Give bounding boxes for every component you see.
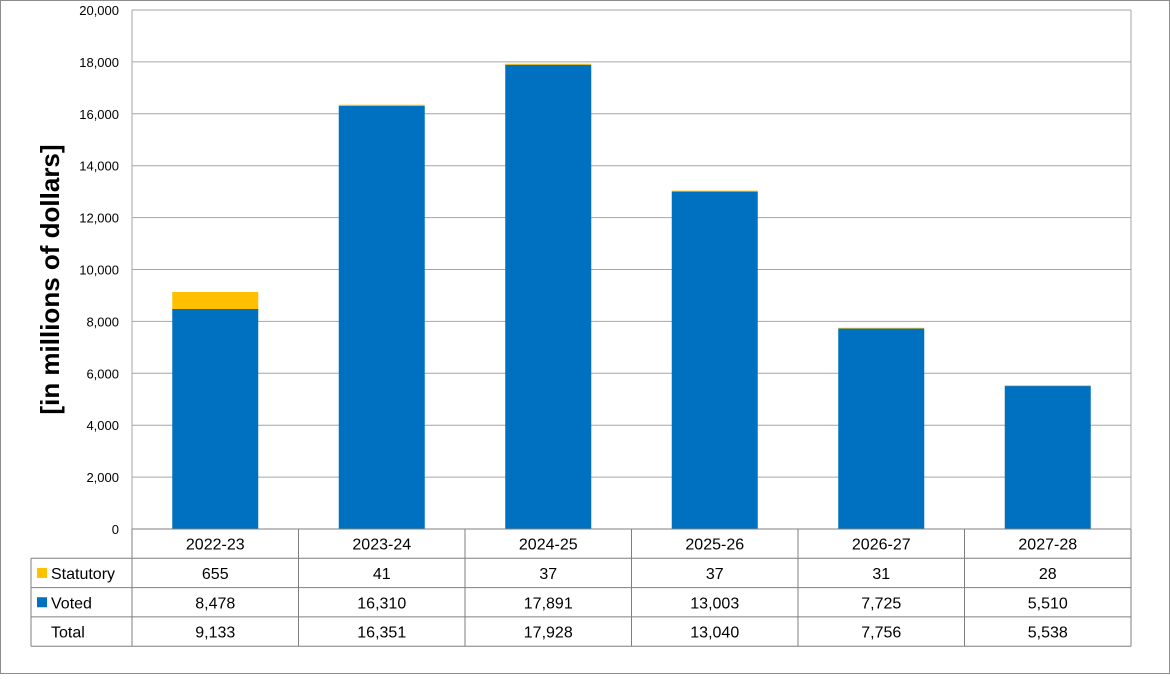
y-tick-label: 6,000 <box>86 366 119 381</box>
data-label-total: 7,756 <box>861 625 901 642</box>
bar-voted <box>505 64 592 530</box>
x-tick-label: 2022-23 <box>186 537 245 554</box>
data-label-voted: 8,478 <box>195 595 235 612</box>
legend-key-statutory <box>37 567 47 578</box>
table-row-label-total: Total <box>51 625 85 642</box>
bar-voted <box>1004 386 1091 529</box>
data-label-total: 5,538 <box>1028 625 1068 642</box>
x-tick-label: 2024-25 <box>519 537 578 554</box>
data-label-statutory: 37 <box>706 566 724 583</box>
data-label-voted: 7,725 <box>861 595 901 612</box>
bar-statutory <box>505 63 592 65</box>
data-label-total: 13,040 <box>690 625 739 642</box>
legend-label-voted: Voted <box>51 595 92 612</box>
data-label-statutory: 28 <box>1039 566 1057 583</box>
bar-statutory <box>172 291 259 309</box>
bar-voted <box>338 105 425 530</box>
x-tick-label: 2025-26 <box>685 537 744 554</box>
data-label-total: 16,351 <box>357 625 406 642</box>
bar-voted <box>172 308 259 529</box>
data-label-voted: 13,003 <box>690 595 739 612</box>
data-label-statutory: 655 <box>202 566 229 583</box>
bar-statutory <box>338 104 425 106</box>
bar-statutory <box>1004 385 1091 387</box>
y-tick-label: 8,000 <box>86 314 119 329</box>
bar-voted <box>671 191 758 529</box>
y-tick-label: 10,000 <box>79 263 119 278</box>
y-tick-label: 0 <box>112 522 119 537</box>
y-tick-label: 14,000 <box>79 159 119 174</box>
y-tick-label: 16,000 <box>79 107 119 122</box>
data-label-voted: 5,510 <box>1028 595 1068 612</box>
x-tick-label: 2023-24 <box>352 537 411 554</box>
bar-voted <box>838 328 925 529</box>
data-label-voted: 17,891 <box>524 595 573 612</box>
data-label-statutory: 37 <box>539 566 557 583</box>
data-label-total: 17,928 <box>524 625 573 642</box>
data-label-statutory: 31 <box>872 566 890 583</box>
data-label-total: 9,133 <box>195 625 235 642</box>
data-label-statutory: 41 <box>373 566 391 583</box>
y-tick-label: 20,000 <box>79 3 119 18</box>
legend-label-statutory: Statutory <box>51 566 115 583</box>
y-tick-label: 18,000 <box>79 55 119 70</box>
y-tick-label: 2,000 <box>86 470 119 485</box>
x-tick-label: 2027-28 <box>1018 537 1077 554</box>
x-tick-label: 2026-27 <box>852 537 911 554</box>
y-axis-label: [in millions of dollars] <box>35 144 65 414</box>
bar-statutory <box>671 190 758 192</box>
legend-key-voted <box>37 597 47 608</box>
y-tick-label: 12,000 <box>79 211 119 226</box>
bar-statutory <box>838 327 925 329</box>
data-label-voted: 16,310 <box>357 595 406 612</box>
y-tick-label: 4,000 <box>86 418 119 433</box>
